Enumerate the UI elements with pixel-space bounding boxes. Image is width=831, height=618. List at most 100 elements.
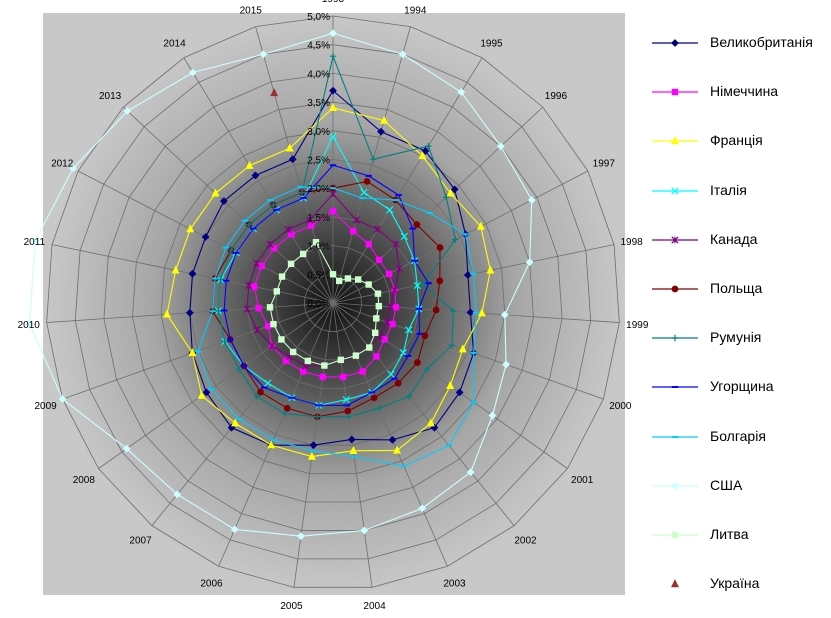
data-point	[458, 344, 467, 353]
legend-swatch	[652, 334, 698, 342]
data-point	[476, 221, 485, 230]
series-6	[215, 52, 459, 420]
legend-swatch	[652, 236, 698, 244]
legend-label: Румунія	[710, 329, 762, 346]
legend-label: США	[710, 476, 743, 493]
data-point	[387, 370, 395, 378]
data-point	[188, 68, 197, 77]
r-tick-label: 4,5%	[307, 41, 330, 52]
data-point	[221, 338, 229, 345]
data-point	[466, 468, 475, 477]
data-point	[448, 342, 456, 349]
r-tick-label: 0,0%	[307, 299, 330, 310]
data-point	[321, 362, 328, 369]
data-point	[297, 185, 304, 188]
legend-label: Італія	[710, 181, 747, 198]
data-point	[413, 281, 421, 290]
data-point	[329, 164, 337, 167]
data-point	[241, 219, 249, 222]
data-point	[220, 309, 228, 312]
data-point	[349, 227, 357, 235]
r-tick-label: 4,0%	[307, 69, 330, 80]
data-point	[432, 306, 440, 314]
category-label: 2009	[34, 401, 57, 412]
legend-item: Великобританія	[650, 28, 830, 77]
legend-swatch	[652, 39, 698, 47]
category-label: 1993	[322, 0, 345, 5]
data-point	[329, 29, 337, 38]
data-point	[339, 373, 347, 381]
data-point	[671, 236, 679, 244]
year-labels: 1993 1994 1995 1996 1997 1998 1999 2000 2001 2002…	[18, 0, 649, 612]
data-point	[270, 88, 279, 97]
axis-spoke	[255, 26, 334, 304]
data-point	[314, 413, 321, 420]
data-point	[284, 225, 292, 234]
r-tick-label: 1,0%	[307, 242, 330, 253]
legend-item: Італія	[650, 176, 830, 225]
series-2	[162, 103, 495, 460]
data-point	[373, 315, 380, 322]
data-point	[299, 250, 307, 258]
data-point	[426, 418, 435, 427]
data-point	[386, 303, 394, 311]
legend-item: Франція	[650, 126, 830, 175]
data-point	[405, 393, 413, 400]
data-point	[307, 451, 316, 460]
category-label: 1997	[593, 159, 616, 170]
legend-swatch	[652, 481, 698, 490]
data-point	[463, 271, 472, 279]
grid-ring	[74, 44, 592, 560]
series-11	[270, 88, 279, 97]
series-layer	[25, 29, 536, 541]
data-point	[329, 187, 337, 190]
data-point	[315, 404, 323, 407]
axis-spoke	[332, 302, 448, 567]
legend-item: Україна	[650, 569, 830, 618]
data-point	[470, 401, 477, 404]
legend-label: Литва	[710, 525, 749, 542]
r-tick-label: 3,0%	[307, 127, 330, 138]
data-point	[209, 310, 216, 313]
data-point	[329, 207, 337, 215]
data-point	[243, 305, 251, 313]
r-tick-label: 0,5%	[307, 270, 330, 281]
data-point	[416, 332, 423, 335]
legend-label: Франція	[710, 132, 763, 149]
axis-spoke	[122, 106, 334, 304]
legend-swatch	[652, 386, 698, 389]
data-point	[344, 407, 352, 415]
legend-item: Німеччина	[650, 77, 830, 126]
data-point	[436, 244, 444, 251]
data-point	[368, 391, 376, 394]
data-point	[445, 444, 453, 447]
category-label: 2005	[280, 601, 303, 612]
data-point	[255, 304, 262, 312]
data-point	[436, 277, 444, 285]
data-point	[267, 199, 274, 202]
data-point	[527, 196, 536, 204]
data-point	[671, 531, 679, 539]
data-point	[366, 344, 373, 351]
data-point	[388, 435, 397, 444]
data-point	[211, 277, 219, 280]
data-point	[268, 342, 276, 350]
data-point	[215, 307, 222, 315]
data-point	[671, 285, 679, 293]
category-label: 2010	[18, 320, 41, 331]
data-point	[354, 276, 362, 283]
axis-spoke	[183, 57, 334, 304]
data-point	[671, 88, 679, 96]
data-point	[278, 336, 285, 343]
data-point	[496, 142, 505, 151]
data-point	[375, 256, 383, 264]
data-point	[393, 445, 402, 454]
data-point	[329, 132, 337, 141]
data-point	[671, 334, 679, 342]
data-point	[31, 237, 40, 246]
data-point	[300, 196, 307, 199]
legend-item: Угорщина	[650, 372, 830, 421]
data-point	[312, 239, 320, 246]
data-point	[245, 281, 253, 290]
data-point	[671, 386, 679, 389]
